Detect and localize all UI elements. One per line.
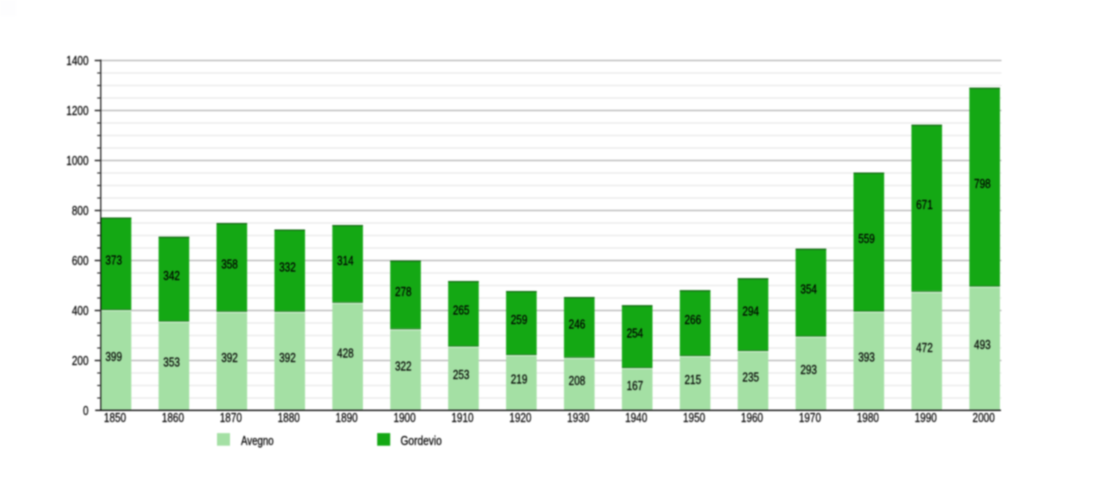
svg-text:358: 358 [221, 257, 238, 271]
svg-text:314: 314 [337, 254, 354, 268]
svg-text:671: 671 [916, 198, 933, 212]
svg-text:1850: 1850 [104, 411, 126, 425]
svg-text:293: 293 [800, 363, 817, 377]
svg-text:1880: 1880 [278, 411, 300, 425]
svg-text:278: 278 [395, 285, 412, 299]
svg-text:1860: 1860 [162, 411, 184, 425]
svg-text:392: 392 [221, 351, 238, 365]
svg-text:353: 353 [163, 356, 180, 370]
svg-text:1890: 1890 [336, 411, 358, 425]
svg-text:1930: 1930 [567, 411, 589, 425]
svg-text:399: 399 [105, 350, 122, 364]
svg-text:219: 219 [511, 372, 528, 386]
svg-text:294: 294 [742, 305, 759, 319]
svg-text:2000: 2000 [973, 411, 995, 425]
svg-text:266: 266 [685, 313, 702, 327]
svg-text:265: 265 [453, 304, 470, 318]
svg-text:0: 0 [83, 404, 89, 418]
svg-text:392: 392 [279, 351, 296, 365]
svg-text:167: 167 [627, 379, 644, 393]
svg-text:1400: 1400 [66, 54, 88, 68]
svg-text:215: 215 [685, 373, 702, 387]
svg-text:208: 208 [569, 374, 586, 388]
svg-text:332: 332 [279, 261, 296, 275]
svg-text:393: 393 [858, 351, 875, 365]
svg-text:1950: 1950 [683, 411, 705, 425]
svg-text:1900: 1900 [393, 411, 415, 425]
svg-text:1870: 1870 [220, 411, 242, 425]
svg-text:Gordevio: Gordevio [401, 434, 442, 448]
svg-text:342: 342 [163, 269, 180, 283]
svg-text:254: 254 [627, 327, 644, 341]
svg-text:1000: 1000 [66, 154, 88, 168]
svg-text:200: 200 [72, 354, 89, 368]
svg-text:1910: 1910 [451, 411, 473, 425]
svg-text:600: 600 [72, 254, 89, 268]
svg-text:253: 253 [453, 368, 470, 382]
svg-text:1990: 1990 [915, 411, 937, 425]
svg-text:1940: 1940 [625, 411, 647, 425]
svg-text:428: 428 [337, 346, 354, 360]
svg-text:1980: 1980 [857, 411, 879, 425]
svg-text:246: 246 [569, 317, 586, 331]
svg-text:354: 354 [800, 283, 817, 297]
svg-text:1970: 1970 [799, 411, 821, 425]
svg-text:Avegno: Avegno [241, 434, 274, 448]
svg-text:493: 493 [974, 338, 991, 352]
svg-text:798: 798 [974, 177, 991, 191]
svg-text:1920: 1920 [509, 411, 531, 425]
svg-text:472: 472 [916, 341, 933, 355]
svg-text:235: 235 [742, 370, 759, 384]
svg-text:1200: 1200 [66, 104, 88, 118]
svg-text:1960: 1960 [741, 411, 763, 425]
svg-text:259: 259 [511, 313, 528, 327]
svg-text:400: 400 [72, 304, 89, 318]
svg-text:559: 559 [858, 232, 875, 246]
svg-text:322: 322 [395, 360, 412, 374]
svg-text:800: 800 [72, 204, 89, 218]
svg-text:373: 373 [105, 254, 122, 268]
